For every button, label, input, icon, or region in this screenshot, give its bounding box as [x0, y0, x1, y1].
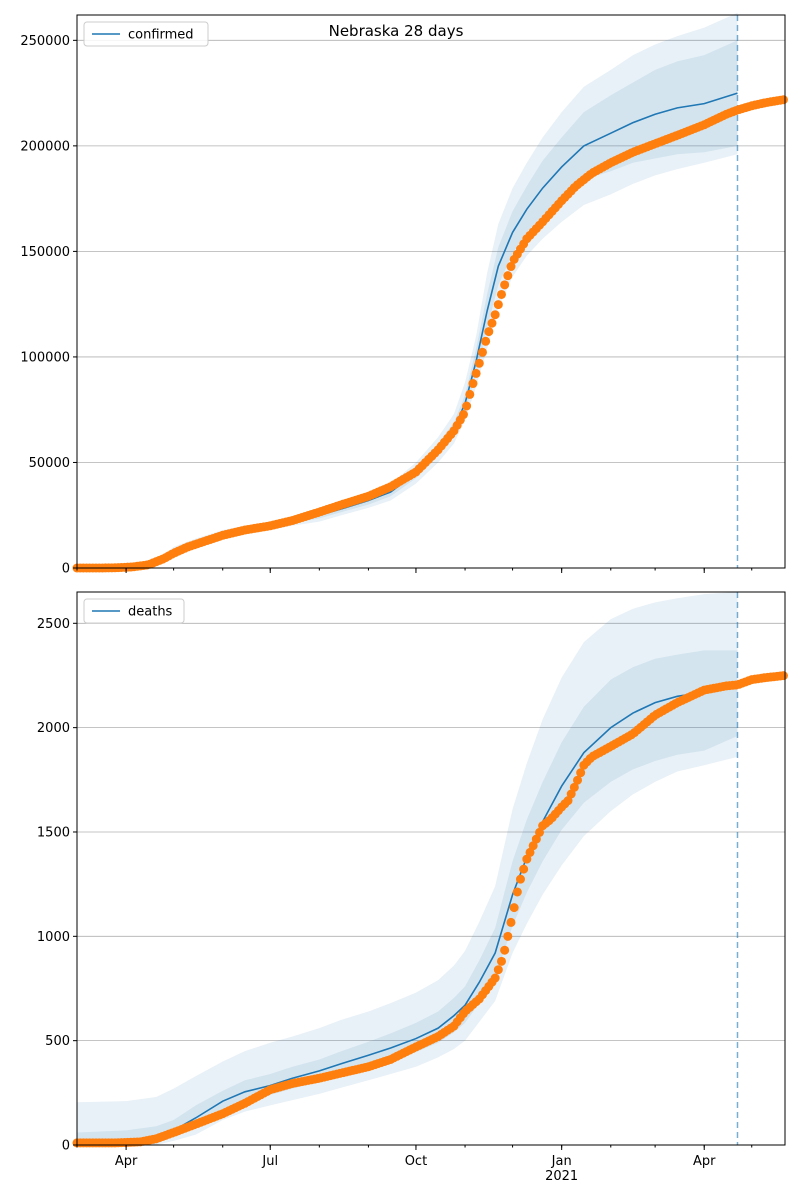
observed-point [576, 768, 586, 778]
observed-point [500, 945, 510, 955]
observed-point [512, 887, 522, 897]
y-tick-label: 0 [62, 562, 70, 577]
observed-point [506, 262, 516, 272]
observed-point [563, 796, 573, 806]
observed-point [525, 847, 535, 857]
observed-point [477, 347, 487, 357]
legend-box [83, 598, 185, 624]
y-tick-label: 200000 [20, 139, 70, 154]
y-tick-label: 100000 [20, 350, 70, 365]
observed-point [481, 336, 491, 346]
y-tick-label: 2500 [37, 617, 70, 632]
observed-point [493, 300, 503, 310]
observed-point [487, 318, 497, 328]
observed-point [458, 410, 468, 420]
observed-point [566, 789, 576, 799]
y-tick-label: 250000 [20, 34, 70, 49]
observed-point [468, 379, 478, 389]
legend-box [83, 21, 209, 47]
observed-point [496, 956, 506, 966]
x-tick-label: Apr [693, 1154, 716, 1169]
y-tick-label: 1000 [37, 930, 70, 945]
observed-point [509, 903, 519, 913]
axes-frame [76, 591, 786, 1146]
legend-label: deaths [128, 605, 173, 620]
observed-point [778, 671, 788, 681]
observed-point [503, 271, 513, 281]
y-tick-label: 150000 [20, 245, 70, 260]
y-tick-label: 2000 [37, 721, 70, 736]
observed-point [573, 775, 583, 785]
observed-point [490, 310, 500, 320]
x-tick-label: Jul [261, 1154, 278, 1169]
x-tick-label: Oct [405, 1154, 427, 1169]
uncertainty-band-inner [77, 40, 738, 568]
y-tick-label: 500 [45, 1034, 70, 1049]
x-tick-label: 2021 [545, 1169, 578, 1184]
observed-point [503, 931, 513, 941]
observed-point [778, 95, 788, 105]
legend: deaths [83, 598, 185, 624]
observed-point [500, 280, 510, 290]
observed-point [474, 358, 484, 368]
uncertainty-band-outer [77, 12, 738, 569]
uncertainty-band-inner [77, 650, 738, 1145]
observed-point [569, 782, 579, 792]
chart-title: Nebraska 28 days [329, 22, 464, 40]
observed-point [522, 854, 532, 864]
chart-panel-1: 0 50000 100000 150000 200000 250000 Nebraska 2… [20, 12, 788, 577]
axes-frame [76, 14, 786, 569]
y-tick-label: 50000 [29, 456, 70, 471]
observed-point [471, 368, 481, 378]
observed-point [531, 834, 541, 844]
x-tick-label: Jan [551, 1154, 572, 1169]
observed-point [490, 973, 500, 983]
legend: confirmed [83, 21, 209, 47]
observed-point [462, 401, 472, 411]
x-tick-label: Apr [115, 1154, 138, 1169]
uncertainty-band-outer [77, 592, 738, 1145]
series-line-deaths [76, 685, 738, 1146]
observed-point [528, 841, 538, 851]
y-tick-label: 1500 [37, 825, 70, 840]
observed-point [515, 874, 525, 884]
observed-point [465, 389, 475, 399]
legend-label: confirmed [128, 28, 194, 43]
observed-point [519, 864, 529, 874]
observed-point [534, 827, 544, 837]
observed-point [484, 327, 494, 337]
y-tick-label: 0 [62, 1139, 70, 1154]
observed-point [496, 289, 506, 299]
observed-point [506, 917, 516, 927]
observed-point [493, 965, 503, 975]
